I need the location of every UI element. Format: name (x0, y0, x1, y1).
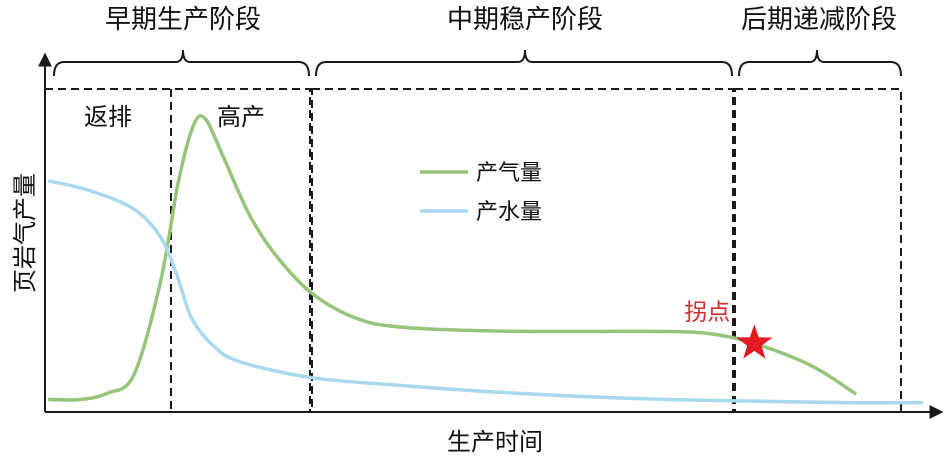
y-axis-label: 页岩气产量 (11, 173, 39, 293)
series-line-gas-production (47, 113, 857, 402)
stage-brace-late (738, 49, 902, 77)
sub-period-label-flowback: 返排 (84, 103, 132, 131)
stage-label-late: 后期递减阶段 (741, 5, 897, 35)
legend-label-water: 产水量 (476, 200, 542, 225)
inflection-point-star-marker (736, 324, 773, 359)
stage-labels: 早期生产阶段 中期稳产阶段 后期递减阶段 (105, 5, 897, 35)
stage-label-early: 早期生产阶段 (105, 5, 261, 35)
legend: 产气量 产水量 (420, 161, 542, 225)
series-line-water-production (47, 179, 924, 405)
stage-zones (44, 88, 902, 413)
legend-label-gas: 产气量 (476, 161, 542, 186)
sub-period-labels: 返排 高产 (84, 103, 265, 131)
annotation-layer: 拐点 (684, 299, 773, 359)
stage-brace-early (53, 49, 310, 77)
axes (38, 52, 944, 419)
stage-brace-middle (315, 49, 733, 77)
sub-period-label-high-yield: 高产 (217, 103, 265, 131)
inflection-point-label: 拐点 (684, 299, 730, 325)
series-layer (47, 113, 924, 405)
stage-zone-middle (311, 88, 734, 413)
stage-label-middle: 中期稳产阶段 (447, 5, 603, 35)
x-axis-label: 生产时间 (447, 428, 543, 456)
stage-zone-late (734, 88, 902, 413)
stage-braces (53, 49, 902, 77)
